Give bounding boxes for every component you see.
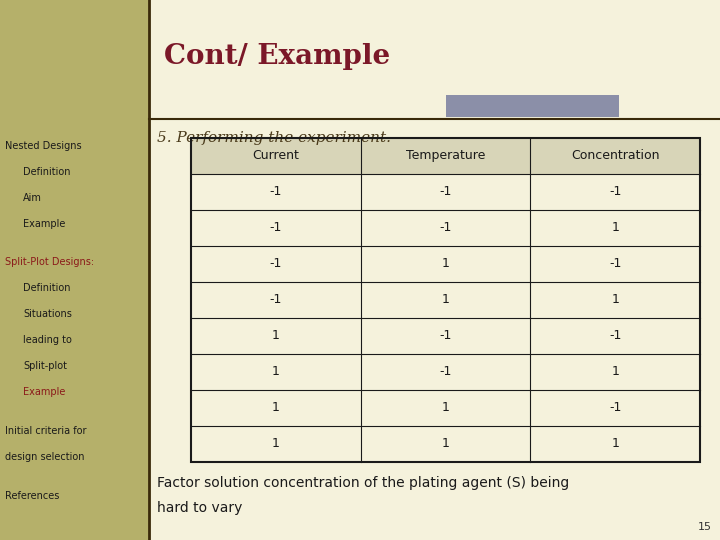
Text: Split-Plot Designs:: Split-Plot Designs:	[5, 258, 94, 267]
Text: -1: -1	[439, 221, 451, 234]
Bar	[191, 138, 700, 174]
Text: 1: 1	[272, 365, 280, 378]
Text: -1: -1	[609, 257, 621, 270]
Text: design selection: design selection	[5, 452, 84, 462]
Text: Factor solution concentration of the plating agent (S) being: Factor solution concentration of the pla…	[157, 476, 570, 490]
Text: -1: -1	[609, 329, 621, 342]
Text: 1: 1	[611, 437, 619, 450]
Text: 1: 1	[441, 293, 449, 306]
Text: -1: -1	[270, 221, 282, 234]
Bar	[0, 0, 149, 540]
Text: 1: 1	[441, 401, 449, 414]
Bar	[446, 95, 619, 117]
Text: Cont/ Example: Cont/ Example	[164, 43, 390, 70]
Text: 1: 1	[272, 401, 280, 414]
Text: Example: Example	[23, 219, 66, 228]
Text: Aim: Aim	[23, 193, 42, 202]
Text: Definition: Definition	[23, 167, 71, 177]
Text: -1: -1	[439, 329, 451, 342]
Text: Current: Current	[253, 149, 300, 162]
Text: -1: -1	[439, 365, 451, 378]
Bar	[191, 354, 700, 390]
Text: -1: -1	[439, 185, 451, 198]
Bar	[191, 138, 700, 462]
Text: Initial criteria for: Initial criteria for	[5, 426, 86, 436]
Text: -1: -1	[609, 401, 621, 414]
Text: Example: Example	[23, 387, 66, 397]
Text: 15: 15	[698, 522, 712, 531]
Text: 1: 1	[611, 293, 619, 306]
Text: 1: 1	[272, 437, 280, 450]
Text: 1: 1	[611, 365, 619, 378]
Bar	[191, 174, 700, 210]
Text: hard to vary: hard to vary	[157, 501, 243, 515]
Text: 5. Performing the experiment.: 5. Performing the experiment.	[157, 131, 391, 145]
Bar	[191, 282, 700, 318]
Text: 1: 1	[441, 257, 449, 270]
Bar	[191, 210, 700, 246]
Bar	[191, 426, 700, 462]
Text: leading to: leading to	[23, 335, 72, 345]
Bar	[191, 246, 700, 282]
Text: -1: -1	[270, 257, 282, 270]
Text: -1: -1	[270, 293, 282, 306]
Text: Temperature: Temperature	[406, 149, 485, 162]
Text: -1: -1	[609, 185, 621, 198]
Text: Split-plot: Split-plot	[23, 361, 67, 371]
Text: 1: 1	[441, 437, 449, 450]
Text: References: References	[5, 491, 59, 501]
Text: Definition: Definition	[23, 284, 71, 293]
Text: 1: 1	[272, 329, 280, 342]
Text: Concentration: Concentration	[571, 149, 660, 162]
Bar	[191, 390, 700, 426]
Text: Situations: Situations	[23, 309, 72, 319]
Text: -1: -1	[270, 185, 282, 198]
Text: 1: 1	[611, 221, 619, 234]
Text: Nested Designs: Nested Designs	[5, 141, 81, 151]
Bar	[191, 318, 700, 354]
